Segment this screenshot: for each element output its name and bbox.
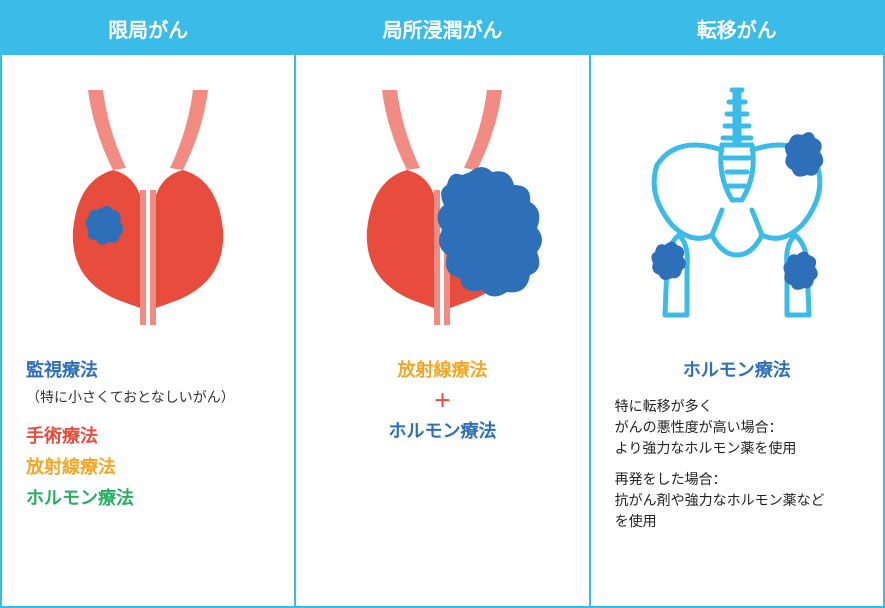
column-localized: 限局がん 監視療法 （特に小さくておとなしいがん） 手術療法 放射線療法: [2, 2, 296, 606]
prostate-small-tumor-icon: [38, 80, 258, 330]
treatments-locally-advanced: 放射線療法 ＋ ホルモン療法: [296, 345, 588, 467]
treatment-surgery: 手術療法: [26, 421, 270, 452]
treatment-hormone-3: ホルモン療法: [615, 355, 859, 386]
treatment-plus: ＋: [320, 386, 564, 417]
treatment-hormone-2: ホルモン療法: [320, 416, 564, 447]
treatment-hormone: ホルモン療法: [26, 483, 270, 514]
treatments-metastatic: ホルモン療法 特に転移が多く がんの悪性度が高い場合： より強力なホルモン薬を使…: [591, 345, 883, 552]
column-locally-advanced: 局所浸潤がん 放射線療法 ＋ ホルモン療法: [296, 2, 590, 606]
infographic-container: 限局がん 監視療法 （特に小さくておとなしいがん） 手術療法 放射線療法: [0, 0, 885, 608]
prostate-large-tumor-icon: [332, 80, 552, 330]
illustration-localized: [2, 55, 294, 345]
treatment-surveillance: 監視療法: [26, 355, 270, 386]
pelvis-metastasis-icon: [617, 80, 857, 330]
header-locally-advanced: 局所浸潤がん: [296, 2, 588, 55]
metastatic-note-1: 特に転移が多く がんの悪性度が高い場合： より強力なホルモン薬を使用: [615, 396, 859, 459]
treatment-radiation-2: 放射線療法: [320, 355, 564, 386]
treatment-radiation: 放射線療法: [26, 452, 270, 483]
illustration-locally-advanced: [296, 55, 588, 345]
header-metastatic: 転移がん: [591, 2, 883, 55]
column-metastatic: 転移がん: [591, 2, 883, 606]
illustration-metastatic: [591, 55, 883, 345]
treatments-localized: 監視療法 （特に小さくておとなしいがん） 手術療法 放射線療法 ホルモン療法: [2, 345, 294, 533]
spacer: [26, 409, 270, 421]
header-localized: 限局がん: [2, 2, 294, 55]
treatment-surveillance-note: （特に小さくておとなしいがん）: [26, 386, 270, 410]
metastatic-note-2: 再発をした場合： 抗がん剤や強力なホルモン薬など を使用: [615, 469, 859, 532]
